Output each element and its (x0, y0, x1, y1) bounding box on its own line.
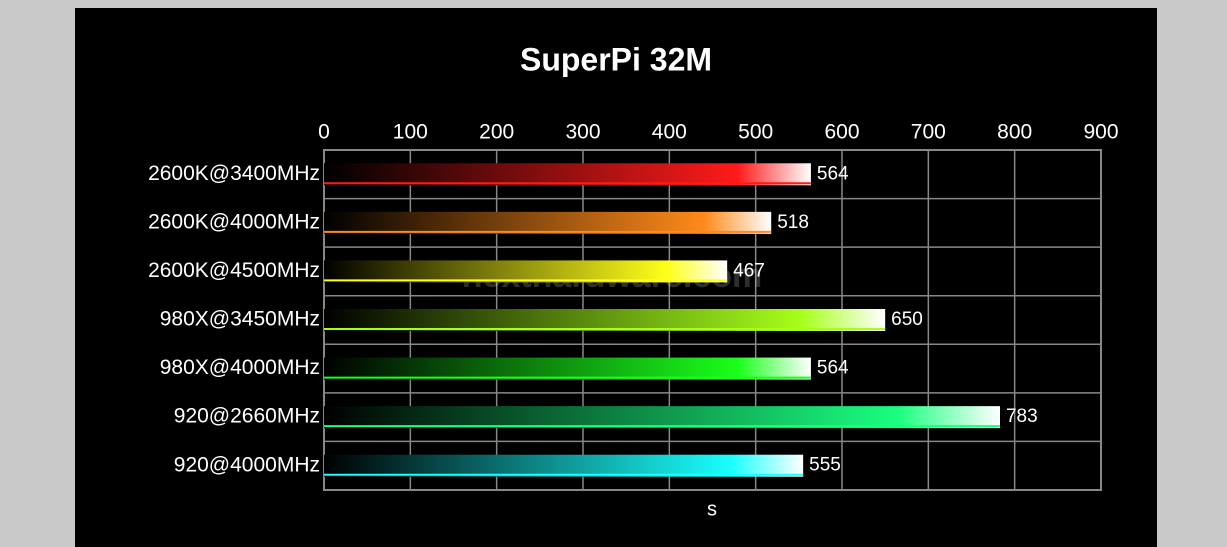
y-tick-label: 980X@4000MHz (160, 356, 320, 379)
bar (324, 357, 811, 380)
value-label: 467 (733, 260, 765, 281)
bar (324, 163, 811, 186)
x-tick-label: 700 (911, 121, 946, 144)
y-tick-label: 920@4000MHz (174, 453, 320, 476)
bar (324, 454, 804, 477)
x-tick-label: 0 (318, 121, 330, 144)
x-tick-label: 200 (479, 121, 514, 144)
x-tick-label: 100 (393, 121, 428, 144)
value-label: 564 (817, 358, 849, 379)
bar (324, 406, 1000, 429)
y-tick-label: 980X@3450MHz (160, 308, 320, 331)
y-tick-label: 2600K@4500MHz (148, 259, 320, 282)
bar (324, 211, 772, 234)
x-tick-label: 500 (738, 121, 773, 144)
x-tick-label: 800 (997, 121, 1032, 144)
x-tick-label: 300 (565, 121, 600, 144)
x-tick-label: 900 (1083, 121, 1118, 144)
bar (324, 309, 886, 331)
x-tick-label: 600 (824, 121, 859, 144)
y-tick-label: 920@2660MHz (174, 405, 320, 428)
x-axis-label: s (707, 498, 717, 520)
value-label: 564 (817, 163, 849, 184)
value-label: 518 (777, 212, 809, 233)
value-label: 555 (809, 455, 841, 476)
x-tick-label: 400 (652, 121, 687, 144)
value-label: 650 (891, 309, 923, 330)
y-tick-label: 2600K@4000MHz (148, 210, 320, 233)
y-tick-label: 2600K@3400MHz (148, 162, 320, 185)
chart-title: SuperPi 32M (520, 41, 712, 77)
bar (324, 260, 728, 283)
value-label: 783 (1006, 406, 1038, 427)
